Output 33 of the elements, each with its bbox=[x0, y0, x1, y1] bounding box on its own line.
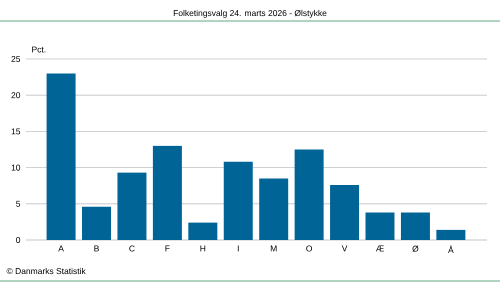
x-tick-label: Å bbox=[448, 246, 454, 253]
x-tick-label: B bbox=[94, 246, 99, 252]
y-tick-label: 0 bbox=[16, 237, 20, 243]
y-tick-label: 5 bbox=[16, 200, 20, 207]
x-tick-label: F bbox=[165, 246, 170, 252]
x-tick-label: V bbox=[342, 246, 348, 252]
bar bbox=[259, 178, 288, 240]
bar bbox=[46, 73, 76, 240]
y-tick-label: 20 bbox=[11, 92, 20, 98]
bar bbox=[117, 172, 146, 240]
y-axis-title: Pct. bbox=[32, 46, 46, 52]
bar bbox=[224, 162, 253, 240]
bar bbox=[365, 212, 394, 240]
bar bbox=[82, 206, 112, 240]
text: © Danmarks Statistik bbox=[6, 268, 86, 274]
x-tick-label: Æ bbox=[376, 246, 384, 252]
chart-title: Folketingsvalg 24. marts 2026 - Ølstykke bbox=[174, 10, 326, 18]
x-tick-label: C bbox=[129, 246, 135, 252]
x-tick-label: I bbox=[238, 246, 239, 252]
y-tick-label: 25 bbox=[11, 56, 20, 62]
x-tick-label: H bbox=[200, 246, 206, 252]
x-tick-label: O bbox=[306, 246, 312, 252]
y-tick-label: 15 bbox=[12, 128, 20, 134]
y-tick-label: 10 bbox=[12, 164, 20, 171]
bar bbox=[330, 184, 360, 240]
bar bbox=[188, 222, 218, 240]
x-tick-label: M bbox=[270, 246, 277, 252]
x-tick-label: Ø bbox=[412, 246, 418, 252]
bar bbox=[294, 149, 324, 240]
bar bbox=[436, 230, 466, 240]
x-tick-label: A bbox=[58, 246, 64, 252]
bar bbox=[400, 212, 430, 240]
bar bbox=[152, 146, 182, 240]
